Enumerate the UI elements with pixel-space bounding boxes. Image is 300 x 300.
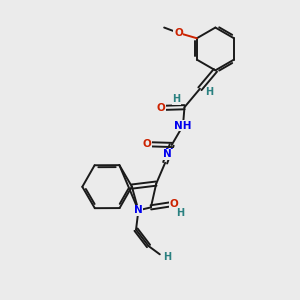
Text: H: H — [176, 208, 184, 218]
Text: H: H — [163, 252, 171, 262]
Text: O: O — [170, 200, 179, 209]
Text: N: N — [134, 205, 143, 215]
Text: O: O — [174, 28, 183, 38]
Text: O: O — [157, 103, 166, 113]
Text: N: N — [163, 149, 172, 160]
Text: H: H — [172, 94, 180, 104]
Text: H: H — [206, 87, 214, 97]
Text: NH: NH — [174, 121, 192, 130]
Text: O: O — [143, 140, 152, 149]
Text: N: N — [165, 148, 174, 158]
